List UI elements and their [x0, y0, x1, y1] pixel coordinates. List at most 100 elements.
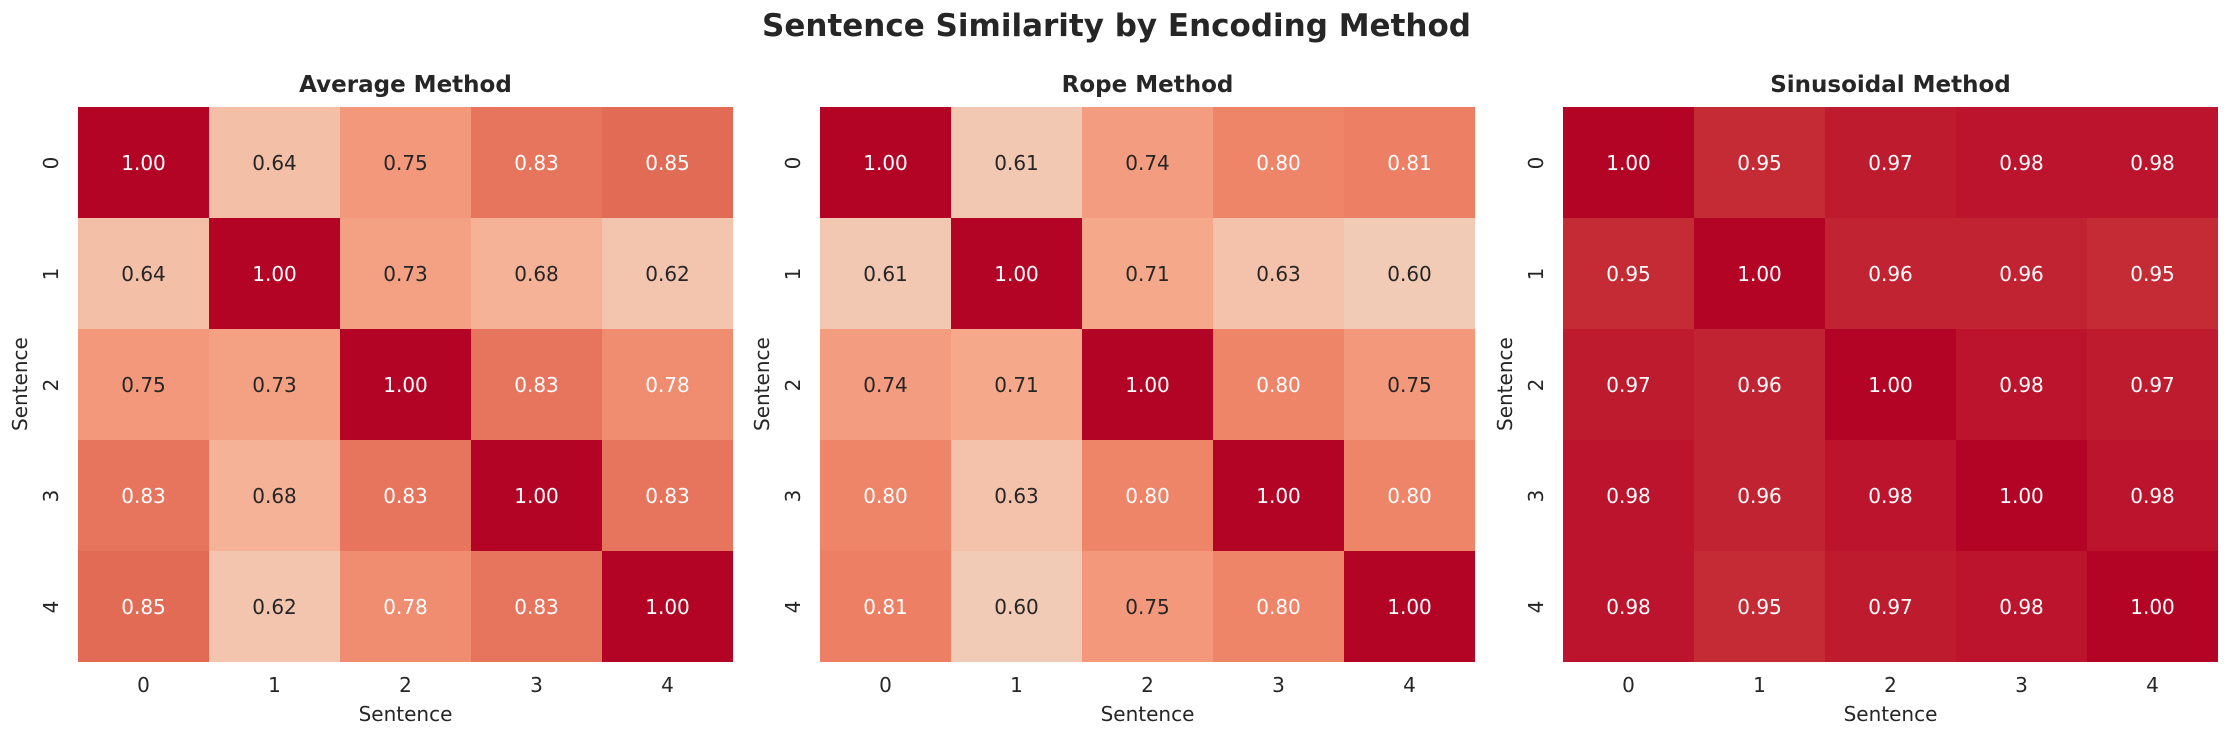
- cell-value-label: 0.62: [645, 261, 690, 286]
- cell-value-label: 1.00: [645, 594, 690, 619]
- heatmap-cell: 0.78: [340, 551, 471, 662]
- panel-title: Sinusoidal Method: [1770, 72, 2011, 98]
- heatmap-cell: 1.00: [471, 440, 602, 551]
- x-tick-label: 0: [879, 673, 892, 697]
- cell-value-label: 0.95: [2130, 261, 2175, 286]
- heatmap-cell: 0.98: [1956, 329, 2087, 440]
- cell-value-label: 0.60: [994, 594, 1039, 619]
- heatmap-cell: 0.75: [1344, 329, 1475, 440]
- heatmap-cell: 0.83: [602, 440, 733, 551]
- x-tick-label: 0: [137, 673, 150, 697]
- cell-value-label: 0.71: [1125, 261, 1170, 286]
- cell-value-label: 0.81: [863, 594, 908, 619]
- y-tick-label: 3: [1524, 489, 1548, 502]
- cell-value-label: 0.61: [994, 150, 1039, 175]
- cell-value-label: 1.00: [1125, 372, 1170, 397]
- heatmap-panel-rope: Rope Method 1.00 0.61 0.74 0.80 0.81 0.61 1.00…: [750, 0, 1475, 740]
- x-tick-label: 3: [530, 673, 543, 697]
- x-tick-label: 2: [1141, 673, 1154, 697]
- heatmap-cell: 0.64: [209, 107, 340, 218]
- cell-value-label: 1.00: [994, 261, 1039, 286]
- heatmap-cell: 1.00: [1825, 329, 1956, 440]
- y-tick-label: 2: [781, 378, 805, 391]
- heatmap-cell: 0.80: [1344, 440, 1475, 551]
- heatmap-cell: 1.00: [820, 107, 951, 218]
- heatmap-cell: 0.98: [1825, 440, 1956, 551]
- heatmap-cell: 0.95: [1694, 551, 1825, 662]
- cell-value-label: 0.83: [121, 483, 166, 508]
- x-tick-label: 4: [1403, 673, 1416, 697]
- heatmap-cell: 0.60: [951, 551, 1082, 662]
- cell-value-label: 0.80: [1256, 150, 1301, 175]
- cell-value-label: 0.98: [1999, 372, 2044, 397]
- heatmap-cell: 0.83: [78, 440, 209, 551]
- cell-value-label: 0.61: [863, 261, 908, 286]
- x-axis-label: Sentence: [358, 702, 453, 726]
- cell-value-label: 0.63: [1256, 261, 1301, 286]
- y-tick-label: 1: [39, 267, 63, 280]
- y-tick-label: 4: [781, 600, 805, 613]
- heatmap-cell: 1.00: [602, 551, 733, 662]
- cell-value-label: 0.60: [1387, 261, 1432, 286]
- cell-value-label: 1.00: [514, 483, 559, 508]
- heatmap-cell: 0.98: [1563, 440, 1694, 551]
- cell-value-label: 0.71: [994, 372, 1039, 397]
- cell-value-label: 0.95: [1606, 261, 1651, 286]
- heatmap-cell: 1.00: [951, 218, 1082, 329]
- cell-value-label: 1.00: [383, 372, 428, 397]
- heatmap-cell: 0.73: [340, 218, 471, 329]
- heatmap-cell: 0.97: [1825, 107, 1956, 218]
- panel-title: Rope Method: [1061, 72, 1234, 98]
- heatmap-cell: 1.00: [2087, 551, 2218, 662]
- cell-value-label: 0.78: [645, 372, 690, 397]
- heatmap-cell: 1.00: [1213, 440, 1344, 551]
- heatmap-cell: 1.00: [340, 329, 471, 440]
- heatmap-grid: 1.00 0.64 0.75 0.83 0.85 0.64 1.00 0.73 0.68 0.62…: [78, 107, 733, 662]
- y-tick-label: 2: [39, 378, 63, 391]
- cell-value-label: 0.68: [514, 261, 559, 286]
- heatmap-cell: 0.60: [1344, 218, 1475, 329]
- cell-value-label: 1.00: [863, 150, 908, 175]
- heatmap-cell: 0.78: [602, 329, 733, 440]
- cell-value-label: 0.73: [252, 372, 297, 397]
- x-tick-label: 1: [1010, 673, 1023, 697]
- heatmap-cell: 0.63: [951, 440, 1082, 551]
- heatmap-cell: 0.98: [1956, 107, 2087, 218]
- heatmap-panel-sinusoidal: Sinusoidal Method 1.00 0.95 0.97 0.98 0.98 0.…: [1493, 0, 2218, 740]
- figure-title: Sentence Similarity by Encoding Method: [762, 8, 1471, 44]
- cell-value-label: 0.97: [1606, 372, 1651, 397]
- heatmap-cell: 0.68: [471, 218, 602, 329]
- heatmap-cell: 0.80: [1213, 551, 1344, 662]
- heatmap-cell: 0.83: [471, 329, 602, 440]
- x-tick-label: 0: [1622, 673, 1635, 697]
- heatmap-cell: 0.75: [78, 329, 209, 440]
- y-tick-label: 2: [1524, 378, 1548, 391]
- y-axis-label: Sentence: [750, 337, 774, 431]
- cell-value-label: 0.98: [1868, 483, 1913, 508]
- cell-value-label: 0.83: [383, 483, 428, 508]
- heatmap-cell: 0.80: [1213, 329, 1344, 440]
- cell-value-label: 0.78: [383, 594, 428, 619]
- cell-value-label: 0.68: [252, 483, 297, 508]
- cell-value-label: 0.97: [1868, 594, 1913, 619]
- heatmap-cell: 0.97: [2087, 329, 2218, 440]
- heatmap-cell: 0.71: [1082, 218, 1213, 329]
- cell-value-label: 1.00: [1387, 594, 1432, 619]
- y-tick-label: 4: [39, 600, 63, 613]
- x-tick-label: 2: [399, 673, 412, 697]
- cell-value-label: 0.74: [863, 372, 908, 397]
- cell-value-label: 0.98: [1999, 150, 2044, 175]
- cell-value-label: 0.95: [1737, 594, 1782, 619]
- heatmap-cell: 0.64: [78, 218, 209, 329]
- heatmap-cell: 0.61: [820, 218, 951, 329]
- cell-value-label: 1.00: [1999, 483, 2044, 508]
- cell-value-label: 0.80: [1256, 594, 1301, 619]
- cell-value-label: 0.98: [1999, 594, 2044, 619]
- heatmap-cell: 0.73: [209, 329, 340, 440]
- cell-value-label: 0.83: [514, 150, 559, 175]
- x-tick-label: 3: [1272, 673, 1285, 697]
- cell-value-label: 0.80: [1256, 372, 1301, 397]
- heatmap-cell: 0.83: [471, 551, 602, 662]
- cell-value-label: 0.83: [514, 594, 559, 619]
- heatmap-cell: 0.81: [820, 551, 951, 662]
